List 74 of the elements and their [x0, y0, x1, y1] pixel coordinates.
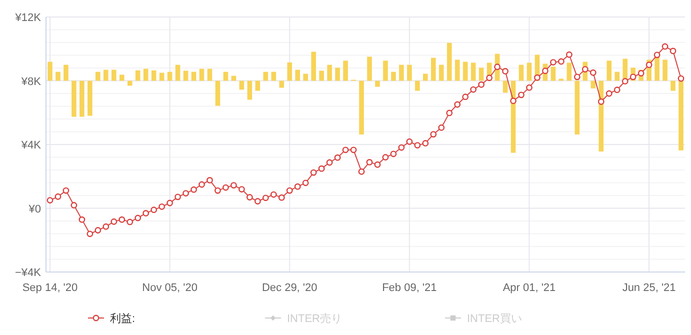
bar: [415, 80, 420, 91]
x-tick-label: Jun 25, '21: [622, 282, 676, 294]
bar: [295, 70, 300, 81]
bar: [423, 74, 428, 81]
bar: [167, 72, 172, 81]
bar: [662, 60, 668, 81]
bar: [598, 80, 604, 152]
bar: [606, 60, 612, 81]
x-tick-label: Nov 05, '20: [142, 282, 198, 294]
bar: [327, 64, 332, 81]
bar: [183, 70, 188, 81]
bar: [231, 76, 236, 81]
bar: [311, 52, 316, 81]
bar: [502, 80, 508, 93]
y-tick-label: ¥12K: [14, 12, 42, 24]
bar: [319, 70, 324, 81]
bar: [88, 80, 92, 116]
bar: [191, 72, 196, 81]
bar: [518, 64, 524, 81]
bar: [263, 72, 268, 81]
x-tick-label: Feb 09, '21: [382, 282, 437, 294]
bar: [526, 62, 532, 81]
bar: [96, 72, 100, 81]
bar: [111, 70, 116, 81]
bar: [207, 68, 212, 81]
y-tick-label: −¥4K: [15, 267, 42, 279]
bar: [48, 62, 52, 81]
bar: [64, 64, 68, 81]
bar: [56, 72, 60, 81]
bar: [590, 80, 596, 88]
bar: [367, 56, 372, 81]
bar: [462, 62, 468, 81]
bar: [383, 60, 388, 81]
bar: [215, 80, 220, 106]
bar: [446, 42, 452, 81]
y-tick-label: ¥0: [28, 203, 41, 216]
bar: [247, 80, 252, 100]
bar: [72, 80, 76, 117]
bar: [271, 72, 276, 81]
bar: [375, 80, 380, 87]
bar: [438, 64, 444, 81]
y-tick-label: ¥8K: [20, 76, 42, 88]
bar: [279, 80, 284, 88]
bar: [614, 72, 620, 81]
x-tick-label: Dec 29, '20: [262, 282, 318, 294]
bar: [335, 68, 340, 81]
bar: [566, 62, 572, 81]
x-tick-label: Sep 14, '20: [22, 282, 78, 294]
y-tick-label: ¥4K: [20, 140, 42, 152]
bar: [359, 80, 364, 134]
bar: [343, 60, 348, 81]
bar: [407, 64, 412, 81]
bar: [135, 70, 140, 81]
bar: [104, 70, 108, 81]
bar: [80, 80, 84, 117]
bar: [143, 68, 148, 81]
bar: [391, 72, 396, 81]
x-tick-label: Apr 01, '21: [502, 282, 556, 294]
bar: [199, 68, 204, 81]
bar: [127, 80, 132, 86]
bar: [303, 74, 308, 81]
bar: [670, 80, 676, 91]
bar: [287, 62, 292, 81]
bar: [454, 60, 460, 81]
bar: [430, 58, 436, 81]
bar: [223, 72, 228, 81]
legend-label: 利益:: [110, 312, 136, 325]
bar: [255, 80, 260, 91]
bar: [151, 70, 156, 81]
bar: [399, 64, 404, 81]
bar: [159, 72, 164, 81]
bar: [470, 62, 476, 81]
bar: [175, 64, 180, 81]
bar: [119, 74, 124, 81]
